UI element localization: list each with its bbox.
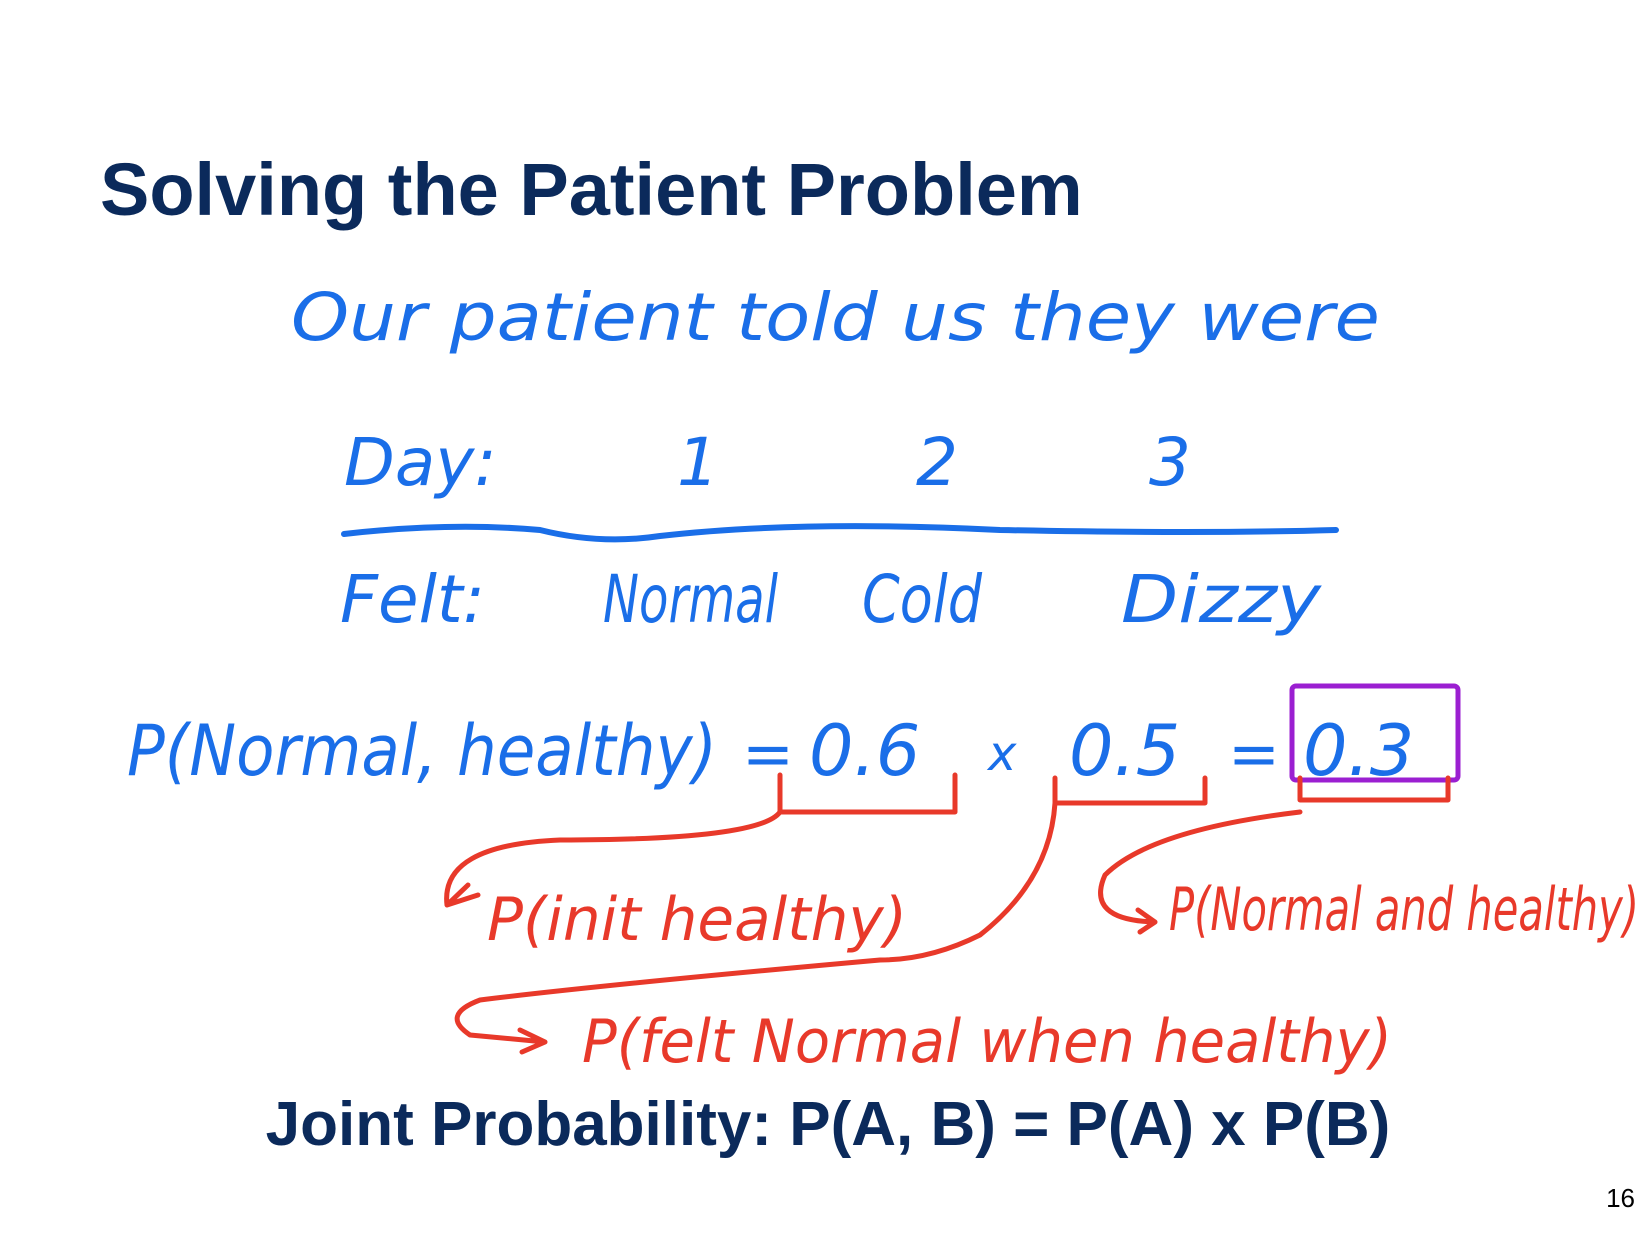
arrow [454,800,1058,1055]
equals: = [1228,717,1280,790]
times: x [986,726,1017,782]
felt-label: Felt: [340,561,485,638]
page-number: 16 [1606,1183,1635,1213]
table-divider [341,523,1339,543]
day-value: 3 [1149,424,1191,501]
annotation: P(Normal and healthy) [1169,875,1639,945]
intro-text: Our patient told us they were [291,279,1380,356]
equals: = [742,717,794,790]
result-box [1289,683,1461,783]
felt-value: Cold [862,561,983,638]
day-value: 2 [916,424,958,501]
arrow [1098,809,1303,935]
bracket [1297,775,1451,803]
felt-value: Normal [603,561,778,638]
equation-lhs: P(Normal, healthy) [127,710,717,792]
factor: 0.5 [1069,710,1180,792]
arrow [444,809,783,908]
annotation: P(init healthy) [487,885,907,955]
annotation: P(felt Normal when healthy) [582,1007,1392,1077]
slide-title: Solving the Patient Problem [100,148,1083,231]
factor: 0.6 [809,710,920,792]
felt-value: Dizzy [1121,561,1322,638]
formula: Joint Probability: P(A, B) = P(A) x P(B) [266,1090,1391,1159]
day-value: 1 [677,424,719,501]
bracket [777,772,958,815]
day-label: Day: [344,424,497,501]
bracket [1052,775,1208,806]
